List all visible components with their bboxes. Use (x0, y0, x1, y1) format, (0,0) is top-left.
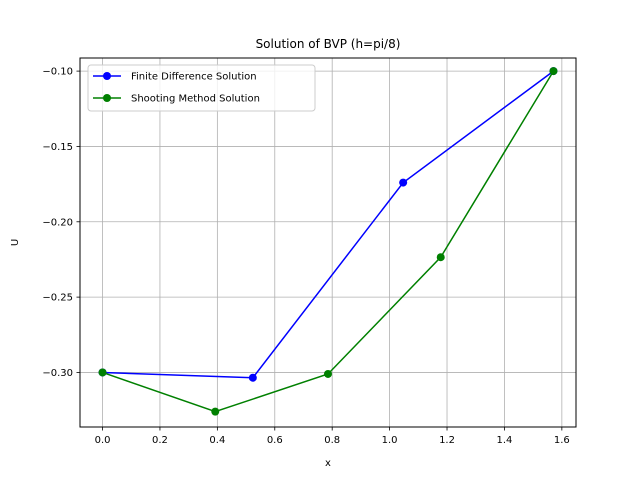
data-point (98, 368, 107, 377)
chart-title: Solution of BVP (h=pi/8) (256, 37, 401, 51)
y-axis-label: U (10, 239, 21, 246)
legend-swatch-marker (103, 72, 111, 80)
y-axis: −0.30 −0.25 −0.20 −0.15 −0.10 (42, 67, 80, 379)
x-axis-label: x (325, 458, 331, 469)
legend-box (87, 64, 316, 112)
x-tick-label: 0.4 (209, 435, 225, 446)
data-point (399, 178, 408, 187)
x-tick-label: 1.6 (554, 435, 570, 446)
axes-frame (79, 57, 577, 428)
data-point (549, 67, 558, 76)
y-tick-label: −0.10 (42, 67, 73, 78)
legend: Finite Difference Solution Shooting Metho… (87, 64, 316, 112)
x-tick-label: 1.2 (439, 435, 455, 446)
x-tick-label: 0.6 (267, 435, 283, 446)
series-line (102, 70, 554, 379)
y-tick-label: −0.25 (42, 293, 73, 304)
x-tick-label: 1.0 (382, 435, 398, 446)
x-tick-label: 0.8 (324, 435, 340, 446)
y-tick-label: −0.20 (42, 217, 73, 228)
plot-area (98, 67, 558, 416)
legend-swatch-marker (103, 94, 111, 102)
data-point (211, 407, 220, 416)
legend-entry: Finite Difference Solution (131, 72, 257, 83)
x-tick-label: 0.0 (95, 435, 111, 446)
y-tick-label: −0.15 (42, 142, 73, 153)
data-point (436, 253, 445, 262)
y-tick-label: −0.30 (42, 368, 73, 379)
x-axis: 0.0 0.2 0.4 0.6 0.8 1.0 1.2 1.4 1.6 (95, 427, 570, 446)
data-point (324, 369, 332, 378)
x-tick-label: 0.2 (152, 435, 168, 446)
legend-entry: Shooting Method Solution (131, 94, 260, 105)
x-tick-label: 1.4 (496, 435, 512, 446)
series-2 (98, 67, 558, 416)
data-point (248, 373, 257, 382)
